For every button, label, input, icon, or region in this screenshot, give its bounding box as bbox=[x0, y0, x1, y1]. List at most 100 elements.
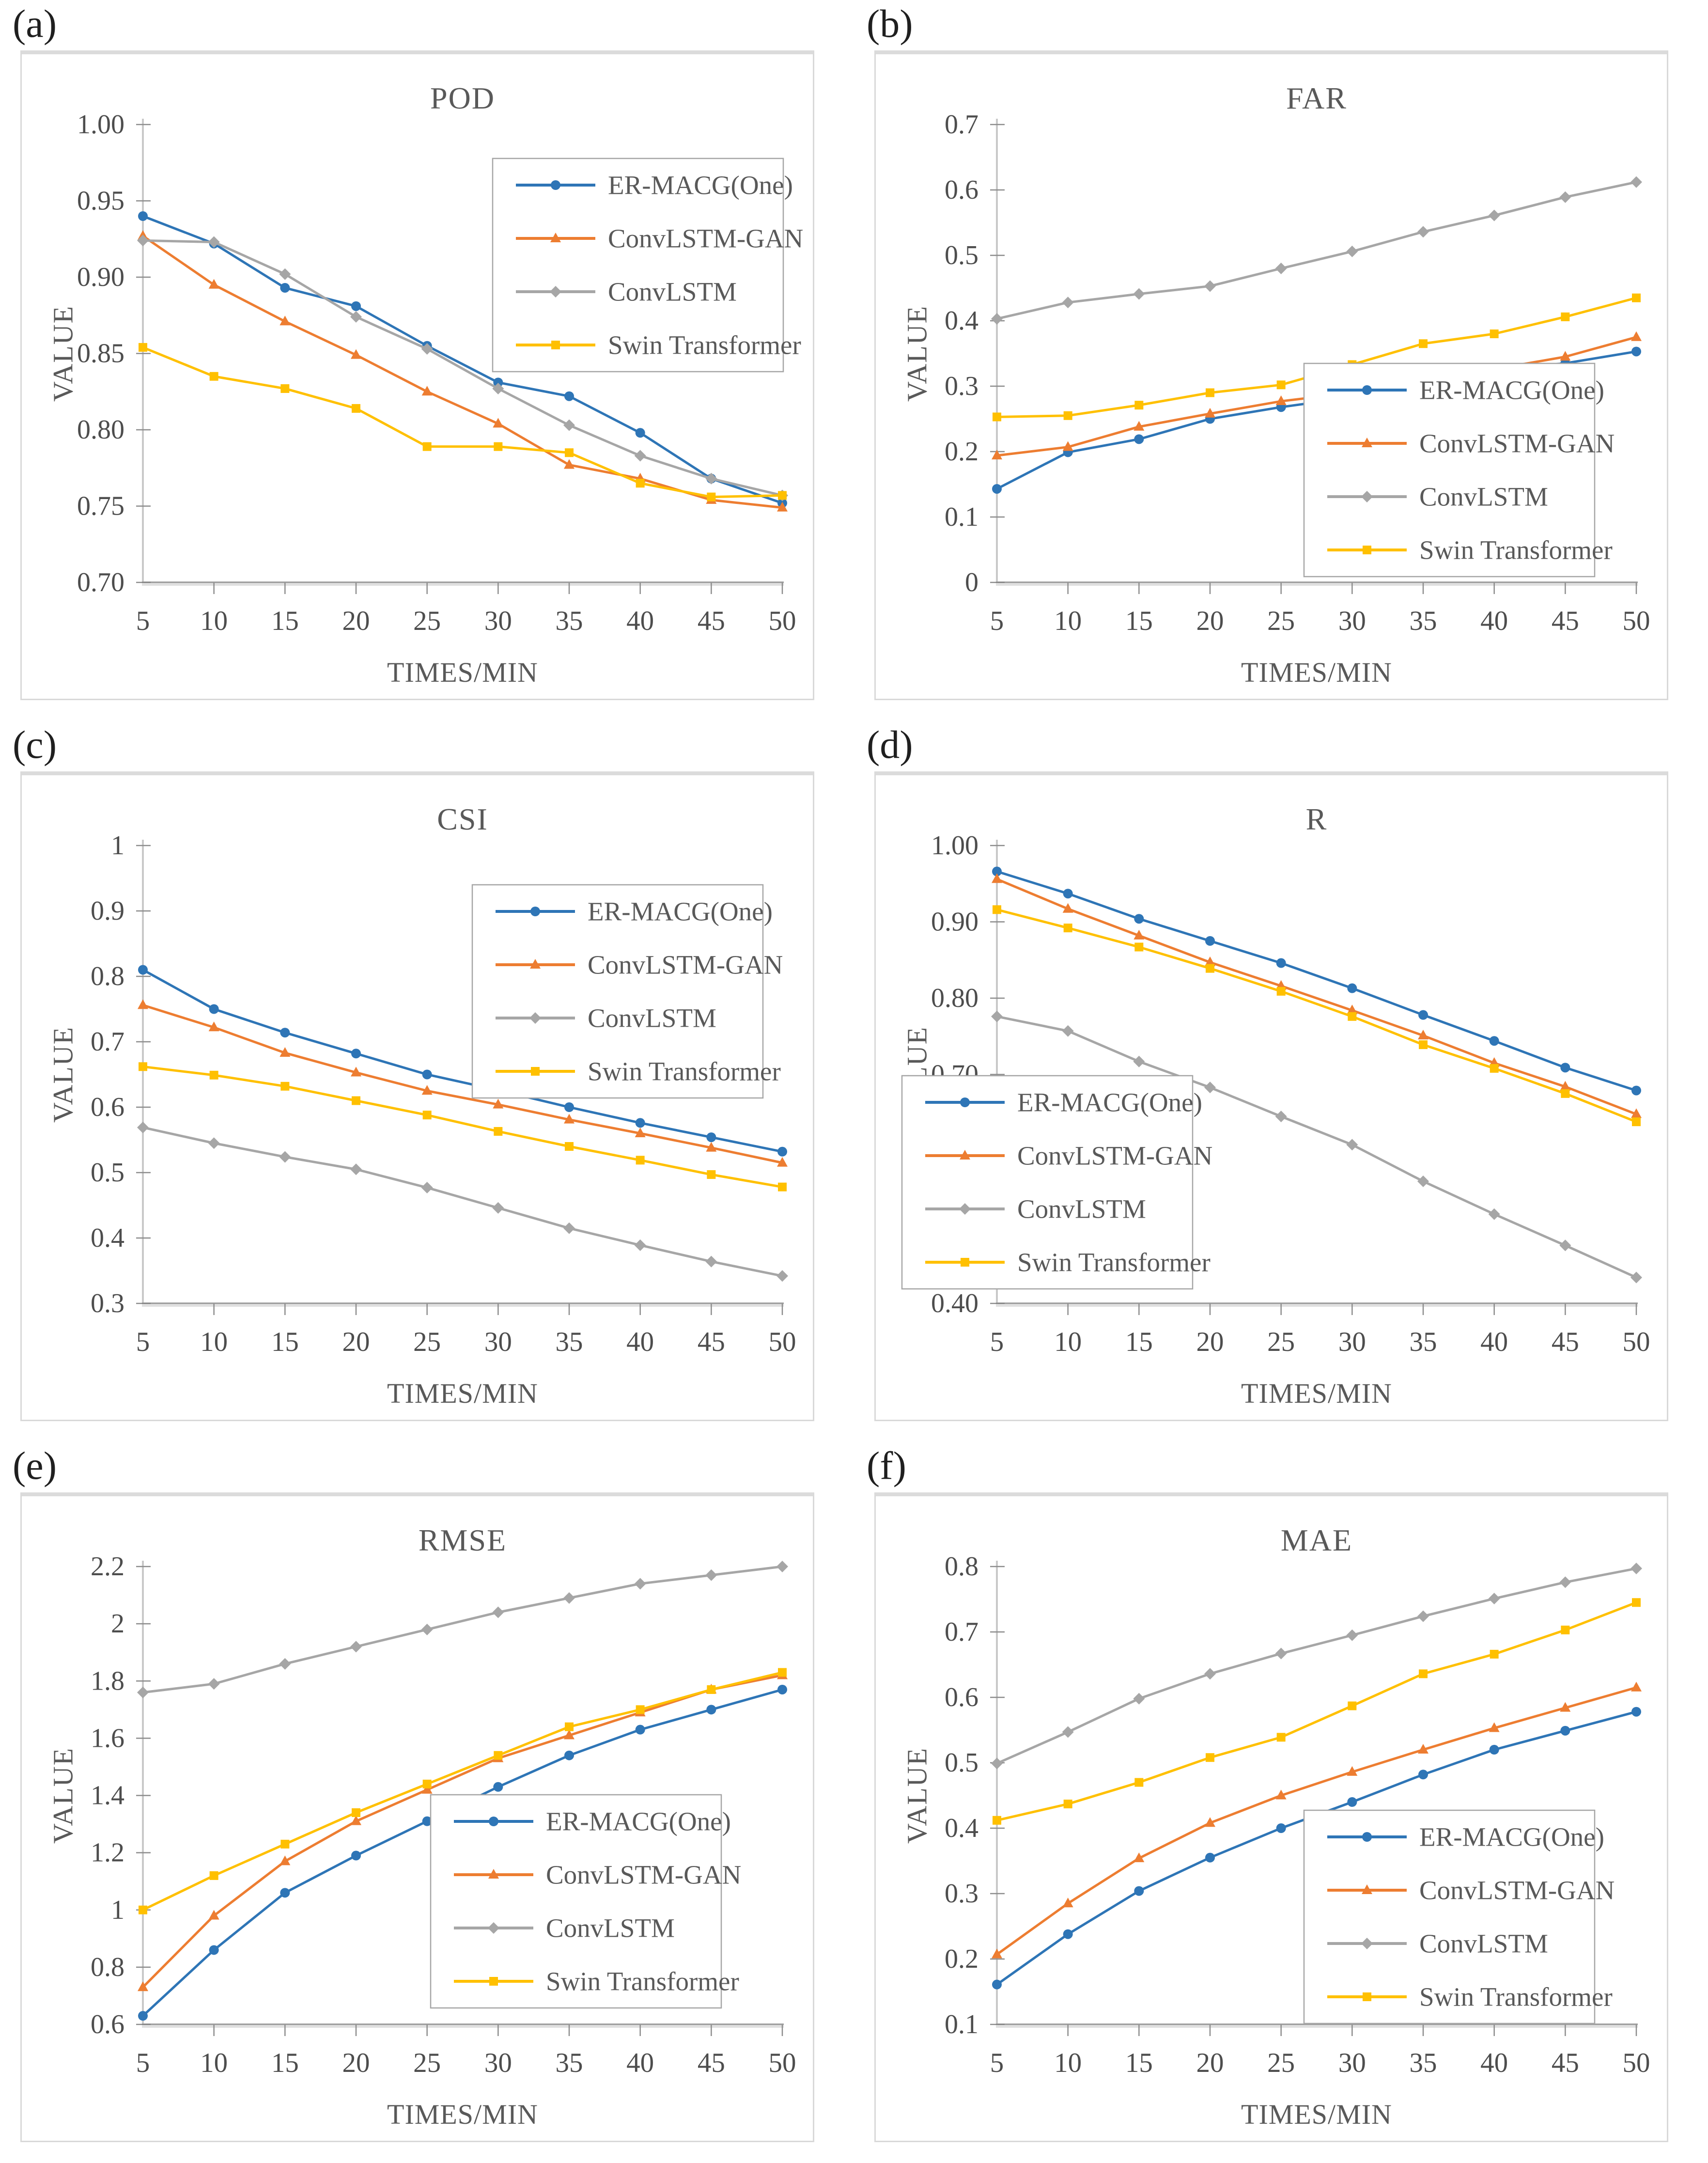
series-3 bbox=[139, 1062, 787, 1191]
chart-title: RMSE bbox=[419, 1523, 506, 1557]
x-tick-label: 20 bbox=[342, 606, 370, 636]
panel-d: (d) R0.400.500.600.700.800.901.005101520… bbox=[854, 721, 1708, 1442]
y-tick-label: 1.4 bbox=[91, 1781, 124, 1811]
chart-title: R bbox=[1306, 802, 1327, 836]
x-tick-label: 25 bbox=[413, 2048, 441, 2078]
x-tick-label: 5 bbox=[136, 2048, 150, 2078]
axes: 0 0.1 0.2 0.3 0.4 0.5 0.6 0.7 5 10 15 20 25 30 35 40 45 5… bbox=[901, 110, 1650, 688]
y-axis-title: VALUE bbox=[47, 305, 79, 402]
legend-label: ConvLSTM bbox=[1017, 1194, 1146, 1224]
series-0 bbox=[138, 965, 787, 1157]
x-tick-label: 15 bbox=[271, 1327, 299, 1357]
x-tick-label: 10 bbox=[1054, 1327, 1082, 1357]
y-tick-label: 0.4 bbox=[945, 306, 978, 336]
x-tick-label: 20 bbox=[342, 2048, 370, 2078]
legend-label: Swin Transformer bbox=[1419, 1982, 1613, 2012]
y-tick-label: 0.80 bbox=[77, 415, 124, 445]
chart-mae-svg: MAE 0.1 0.2 0.3 0.4 0.5 0.6 0.7 0.8 5 10 15 20 25 30 35… bbox=[901, 1523, 1650, 2130]
x-tick-label: 35 bbox=[1410, 606, 1437, 636]
x-tick-label: 35 bbox=[1410, 1327, 1437, 1357]
svg-text:POD: POD bbox=[430, 81, 495, 115]
y-tick-label: 0.6 bbox=[91, 1092, 124, 1122]
x-tick-label: 45 bbox=[1552, 2048, 1579, 2078]
legend-label: ConvLSTM bbox=[588, 1003, 716, 1033]
panel-b-label: (b) bbox=[867, 1, 913, 46]
legend-label: ConvLSTM-GAN bbox=[588, 950, 783, 980]
x-tick-label: 25 bbox=[413, 1327, 441, 1357]
legend-label: Swin Transformer bbox=[608, 330, 801, 360]
y-tick-label: 0.6 bbox=[945, 175, 978, 205]
y-tick-label: 0.5 bbox=[945, 240, 978, 270]
panel-d-label: (d) bbox=[867, 722, 913, 767]
x-tick-label: 40 bbox=[1480, 2048, 1508, 2078]
x-tick-label: 25 bbox=[1267, 1327, 1295, 1357]
chart-pod: POD 0.70 0.75 0.80 0.85 0.90 0.95 1.00 5 10 15 20 25… bbox=[20, 50, 814, 700]
series-3 bbox=[993, 905, 1641, 1127]
x-tick-label: 20 bbox=[1196, 606, 1224, 636]
series-1 bbox=[138, 999, 788, 1167]
series-2 bbox=[137, 1121, 788, 1282]
y-tick-label: 0.2 bbox=[945, 1944, 978, 1974]
chart-rmse-svg: RMSE 0.6 0.8 1 1.2 1.4 1.6 1.8 2 2.2 5 10 15 20 25 30 35… bbox=[47, 1523, 796, 2130]
y-tick-label: 0.7 bbox=[945, 1617, 978, 1647]
x-tick-label: 45 bbox=[698, 606, 725, 636]
x-tick-label: 40 bbox=[626, 1327, 654, 1357]
x-tick-label: 10 bbox=[200, 606, 228, 636]
x-tick-label: 10 bbox=[200, 2048, 228, 2078]
y-tick-label: 0.1 bbox=[945, 502, 978, 532]
series-2 bbox=[991, 1563, 1642, 1770]
chart-far-svg: FAR 0 0.1 0.2 0.3 0.4 0.5 0.6 0.7 5 10 15 20 25 30 35 40… bbox=[901, 81, 1650, 688]
x-tick-label: 40 bbox=[626, 606, 654, 636]
legend: ER-MACG(One) ConvLSTM-GAN ConvLSTM Swin Tra… bbox=[901, 1075, 1212, 1290]
svg-text:FAR: FAR bbox=[1286, 81, 1347, 115]
axes: 0.30.40.50.60.70.80.915 10 15 20 25 30 35 40 45 5… bbox=[47, 831, 796, 1409]
legend-label: ER-MACG(One) bbox=[1419, 376, 1604, 405]
x-tick-label: 5 bbox=[136, 606, 150, 636]
series-0 bbox=[992, 866, 1641, 1096]
legend-label: Swin Transformer bbox=[1017, 1248, 1211, 1277]
legend-label: ConvLSTM bbox=[1419, 482, 1548, 512]
axes: 0.70 0.75 0.80 0.85 0.90 0.95 1.00 5 10 15 20 25 30 3… bbox=[47, 110, 796, 688]
x-tick-label: 30 bbox=[1338, 2048, 1366, 2078]
x-tick-label: 15 bbox=[271, 2048, 299, 2078]
legend: ER-MACG(One) ConvLSTM-GAN ConvLSTM Swin Tra… bbox=[1303, 362, 1615, 578]
y-tick-label: 0.3 bbox=[91, 1288, 124, 1318]
panel-a-label: (a) bbox=[13, 1, 57, 46]
legend-label: ConvLSTM-GAN bbox=[1017, 1141, 1212, 1171]
x-tick-label: 45 bbox=[1552, 1327, 1579, 1357]
x-tick-label: 30 bbox=[484, 2048, 512, 2078]
legend-label: ConvLSTM bbox=[1419, 1929, 1548, 1959]
x-tick-label: 15 bbox=[1125, 606, 1153, 636]
legend-label: Swin Transformer bbox=[588, 1057, 781, 1086]
y-tick-label: 0.85 bbox=[77, 339, 124, 369]
svg-text:MAE: MAE bbox=[1281, 1523, 1352, 1557]
x-tick-label: 35 bbox=[556, 2048, 583, 2078]
x-tick-label: 5 bbox=[990, 606, 1004, 636]
chart-rmse: RMSE 0.6 0.8 1 1.2 1.4 1.6 1.8 2 2.2 5 10 15 20 25 30 35… bbox=[20, 1492, 814, 2142]
x-tick-label: 50 bbox=[769, 606, 796, 636]
legend-label: Swin Transformer bbox=[1419, 535, 1613, 565]
panel-c-label: (c) bbox=[13, 722, 57, 767]
y-tick-label: 1.00 bbox=[931, 831, 978, 861]
chart-title: CSI bbox=[437, 802, 487, 836]
y-tick-label: 0.9 bbox=[91, 896, 124, 926]
legend-label: ConvLSTM-GAN bbox=[1419, 429, 1615, 458]
y-tick-label: 1 bbox=[111, 1895, 124, 1925]
x-axis-title: TIMES/MIN bbox=[387, 2099, 538, 2130]
panel-e-label: (e) bbox=[13, 1443, 57, 1488]
axes: 0.6 0.8 1 1.2 1.4 1.6 1.8 2 2.2 5 10 15 20 25 30 35 40 45… bbox=[47, 1552, 796, 2130]
y-tick-label: 0.3 bbox=[945, 1879, 978, 1909]
x-tick-label: 50 bbox=[1623, 1327, 1650, 1357]
y-tick-label: 0.3 bbox=[945, 371, 978, 401]
chart-pod-svg: POD 0.70 0.75 0.80 0.85 0.90 0.95 1.00 5 10 15 20 25… bbox=[47, 81, 804, 688]
y-tick-label: 2.2 bbox=[91, 1552, 124, 1582]
legend-label: ConvLSTM bbox=[608, 277, 737, 307]
x-tick-label: 50 bbox=[1623, 2048, 1650, 2078]
y-tick-label: 0.70 bbox=[77, 567, 124, 597]
y-tick-label: 0.40 bbox=[931, 1288, 978, 1318]
x-tick-label: 20 bbox=[1196, 1327, 1224, 1357]
legend-label: ConvLSTM-GAN bbox=[608, 224, 803, 253]
y-tick-label: 0.8 bbox=[91, 961, 124, 991]
y-tick-label: 0 bbox=[965, 567, 978, 597]
